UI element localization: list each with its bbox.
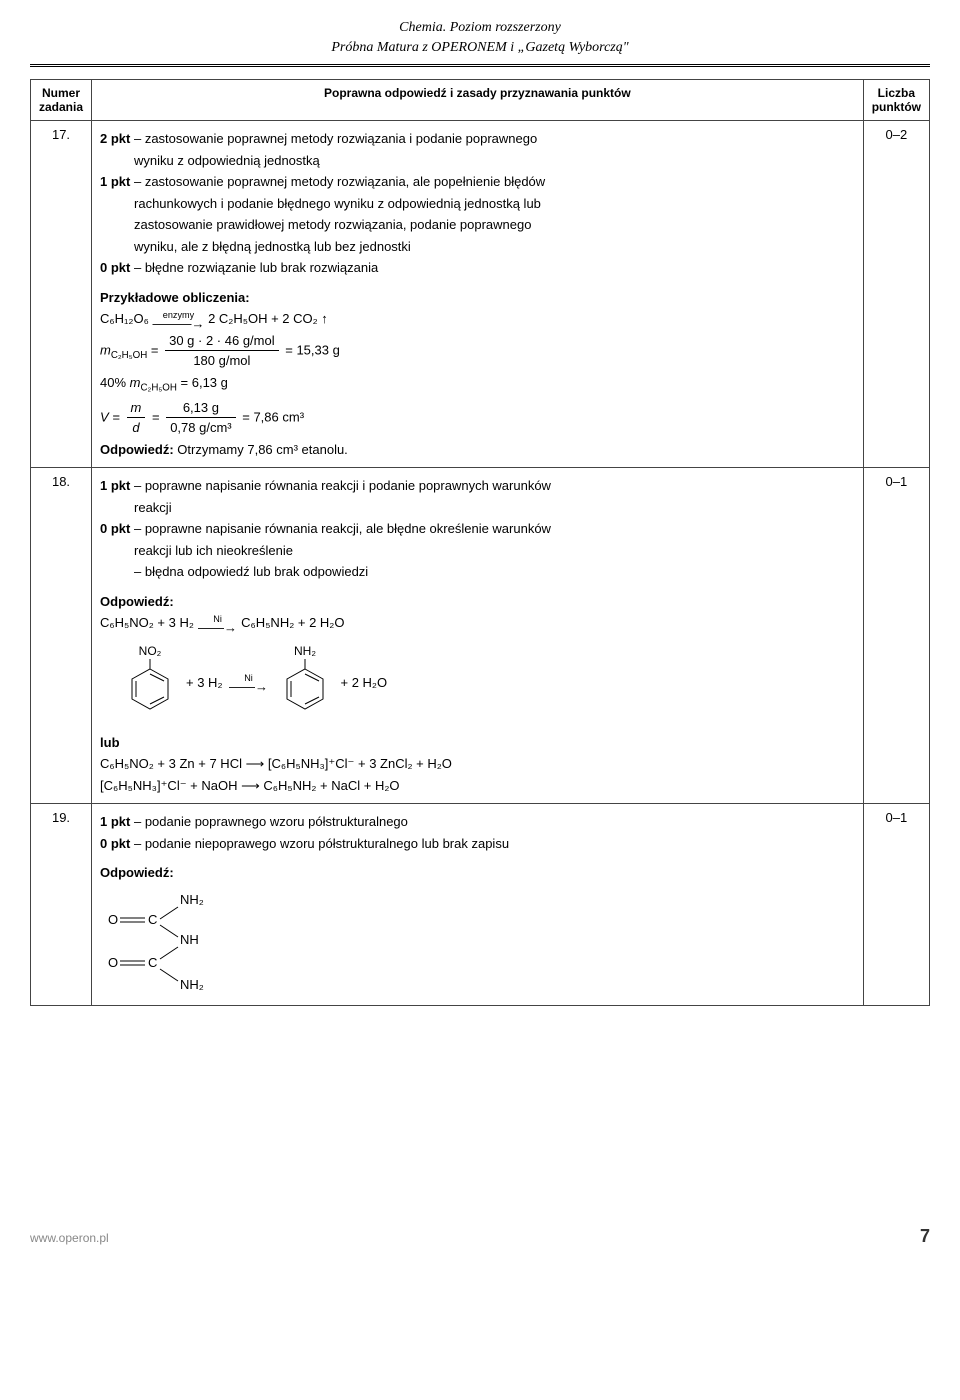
page-header-line2: Próbna Matura z OPERONEM i „Gazetą Wybor… <box>30 40 930 56</box>
nitrobenzene-icon: NO₂ <box>120 643 180 723</box>
svg-text:NH₂: NH₂ <box>180 977 204 992</box>
col-header-answer: Poprawna odpowiedź i zasady przyznawania… <box>92 80 864 121</box>
svg-text:O: O <box>108 955 118 970</box>
task-content: 1 pkt – poprawne napisanie równania reak… <box>92 468 864 804</box>
task-content: 1 pkt – podanie poprawnego wzoru półstru… <box>92 804 864 1006</box>
answer-label: Odpowiedź: <box>100 592 855 612</box>
svg-text:C: C <box>148 955 157 970</box>
svg-text:O: O <box>108 912 118 927</box>
svg-text:NH: NH <box>180 932 199 947</box>
neutralization-equation: [C₆H₅NH₃]⁺Cl⁻ + NaOH ⟶ C₆H₅NH₂ + NaCl + … <box>100 776 855 796</box>
svg-text:C: C <box>148 912 157 927</box>
fermentation-equation: C₆H₁₂O₆ enzymy———→ 2 C₂H₅OH + 2 CO₂ ↑ <box>100 309 855 329</box>
svg-text:NO₂: NO₂ <box>139 644 162 658</box>
footer-url: www.operon.pl <box>30 1231 109 1245</box>
answer-key-table: Numer zadania Poprawna odpowiedź i zasad… <box>30 79 930 1006</box>
task-number: 18. <box>31 468 92 804</box>
svg-text:NH₂: NH₂ <box>180 892 204 907</box>
table-row: 17. 2 pkt – zastosowanie poprawnej metod… <box>31 121 930 468</box>
col-header-points: Liczba punktów <box>863 80 929 121</box>
task-number: 19. <box>31 804 92 1006</box>
example-label: Przykładowe obliczenia: <box>100 288 855 308</box>
page-number: 7 <box>920 1226 930 1247</box>
page-header-line1: Chemia. Poziom rozszerzony <box>30 20 930 36</box>
col-header-number: Numer zadania <box>31 80 92 121</box>
zn-reduction-equation: C₆H₅NO₂ + 3 Zn + 7 HCl ⟶ [C₆H₅NH₃]⁺Cl⁻ +… <box>100 754 855 774</box>
task-number: 17. <box>31 121 92 468</box>
page-footer: www.operon.pl 7 <box>30 1226 930 1247</box>
table-row: 18. 1 pkt – poprawne napisanie równania … <box>31 468 930 804</box>
benzene-structural-equation: NO₂ + 3 H₂ Ni——→ NH₂ <box>120 643 855 723</box>
task-points: 0–1 <box>863 468 929 804</box>
task-content: 2 pkt – zastosowanie poprawnej metody ro… <box>92 121 864 468</box>
reduction-equation: C₆H₅NO₂ + 3 H₂ Ni——→ C₆H₅NH₂ + 2 H₂O <box>100 613 855 633</box>
aniline-icon: NH₂ <box>275 643 335 723</box>
mass-equation: mC₂H₅OH = 30 g · 2 · 46 g/mol180 g/mol =… <box>100 331 855 371</box>
task-points: 0–1 <box>863 804 929 1006</box>
volume-equation: V = md = 6,13 g0,78 g/cm³ = 7,86 cm³ <box>100 398 855 438</box>
task-points: 0–2 <box>863 121 929 468</box>
svg-text:NH₂: NH₂ <box>294 644 316 658</box>
percent-equation: 40% mC₂H₅OH = 6,13 g <box>100 373 855 396</box>
table-row: 19. 1 pkt – podanie poprawnego wzoru pół… <box>31 804 930 1006</box>
answer-label: Odpowiedź: <box>100 863 855 883</box>
header-rule <box>30 64 930 67</box>
biuret-structure-icon: NH₂ O C NH C O <box>100 889 240 999</box>
